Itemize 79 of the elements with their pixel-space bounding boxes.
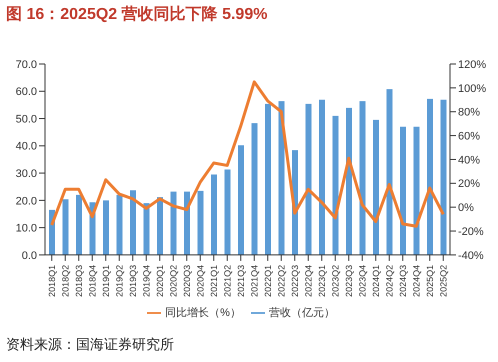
- x-tick-label: 2023Q2: [330, 264, 341, 297]
- legend-label: 营收（亿元）: [268, 306, 335, 319]
- y-tick-label: 10.0: [16, 222, 37, 235]
- x-tick-label: 2024Q2: [384, 264, 395, 297]
- y-tick-label: 20.0: [16, 195, 37, 208]
- bar: [103, 200, 109, 255]
- bar: [427, 98, 433, 255]
- bar: [116, 194, 122, 255]
- x-tick-label: 2025Q1: [425, 264, 436, 297]
- x-tick-label: 2021Q4: [250, 264, 260, 297]
- legend-label: 同比增长（%）: [165, 306, 241, 319]
- bar: [346, 108, 352, 255]
- x-tick-label: 2018Q2: [60, 264, 71, 297]
- x-tick-label: 2024Q3: [398, 264, 408, 297]
- y2-tick-label: 0%: [458, 202, 474, 214]
- y2-tick-label: -20%: [458, 226, 484, 238]
- y-tick-label: 60.0: [16, 86, 37, 98]
- bar: [332, 116, 338, 255]
- y2-tick-label: 100%: [458, 82, 486, 95]
- x-tick-label: 2018Q3: [74, 264, 84, 297]
- bar: [130, 190, 136, 255]
- bar: [224, 170, 230, 255]
- bar: [184, 192, 190, 255]
- x-tick-label: 2020Q4: [196, 264, 206, 297]
- x-tick-label: 2025Q2: [438, 264, 449, 297]
- x-tick-label: 2019Q2: [114, 264, 125, 297]
- bar: [238, 145, 244, 255]
- bar: [440, 100, 446, 255]
- y2-tick-label: 120%: [458, 58, 486, 71]
- text: 资料来源：国海证券研究所: [6, 336, 174, 354]
- x-tick-label: 2019Q1: [101, 264, 112, 297]
- x-tick-label: 2024Q4: [412, 264, 422, 297]
- bar: [373, 120, 379, 255]
- y-tick-label: 70.0: [16, 58, 37, 71]
- bar: [157, 197, 163, 255]
- x-tick-label: 2021Q3: [236, 264, 246, 297]
- x-tick-label: 2020Q2: [168, 264, 179, 297]
- bar: [62, 199, 68, 255]
- x-tick-label: 2022Q3: [290, 264, 300, 297]
- x-tick-label: 2019Q4: [142, 264, 152, 297]
- bar: [360, 101, 366, 255]
- y-tick-label: 0.0: [22, 250, 37, 262]
- x-tick-label: 2022Q4: [304, 264, 314, 297]
- y2-tick-label: 20%: [458, 178, 480, 190]
- x-tick-label: 2023Q3: [344, 264, 354, 297]
- bar: [319, 100, 325, 255]
- x-tick-label: 2021Q2: [222, 264, 233, 297]
- x-tick-label: 2018Q1: [47, 264, 58, 297]
- x-tick-label: 2022Q2: [276, 264, 287, 297]
- y2-tick-label: -40%: [458, 250, 484, 262]
- bar: [252, 123, 258, 255]
- bar: [170, 192, 176, 255]
- x-tick-label: 2020Q1: [155, 264, 166, 297]
- x-tick-label: 2020Q3: [182, 264, 192, 297]
- x-tick-label: 2022Q1: [263, 264, 274, 297]
- y2-tick-label: 60%: [458, 130, 480, 142]
- x-tick-label: 2021Q1: [209, 264, 220, 297]
- bar: [144, 203, 150, 255]
- x-tick-label: 2018Q4: [88, 264, 98, 297]
- x-tick-label: 2019Q3: [128, 264, 138, 297]
- y2-tick-label: 40%: [458, 154, 480, 166]
- bar: [386, 89, 392, 255]
- bar: [414, 126, 420, 255]
- y2-tick-label: 80%: [458, 106, 480, 119]
- bar: [211, 174, 217, 255]
- chart-title: 图 16：2025Q2 营收同比下降 5.99%: [6, 4, 268, 25]
- bar: [278, 101, 284, 255]
- y-tick-label: 30.0: [16, 168, 37, 180]
- bar: [76, 194, 82, 255]
- x-tick-label: 2023Q1: [317, 264, 328, 297]
- bar: [265, 104, 271, 255]
- x-tick-label: 2024Q1: [371, 264, 382, 297]
- x-tick-label: 2023Q4: [358, 264, 368, 297]
- line-series: [50, 80, 445, 228]
- y-tick-label: 50.0: [16, 113, 37, 126]
- bar: [400, 126, 406, 255]
- bar: [306, 104, 312, 255]
- y-tick-label: 40.0: [16, 140, 37, 153]
- bar: [198, 190, 204, 255]
